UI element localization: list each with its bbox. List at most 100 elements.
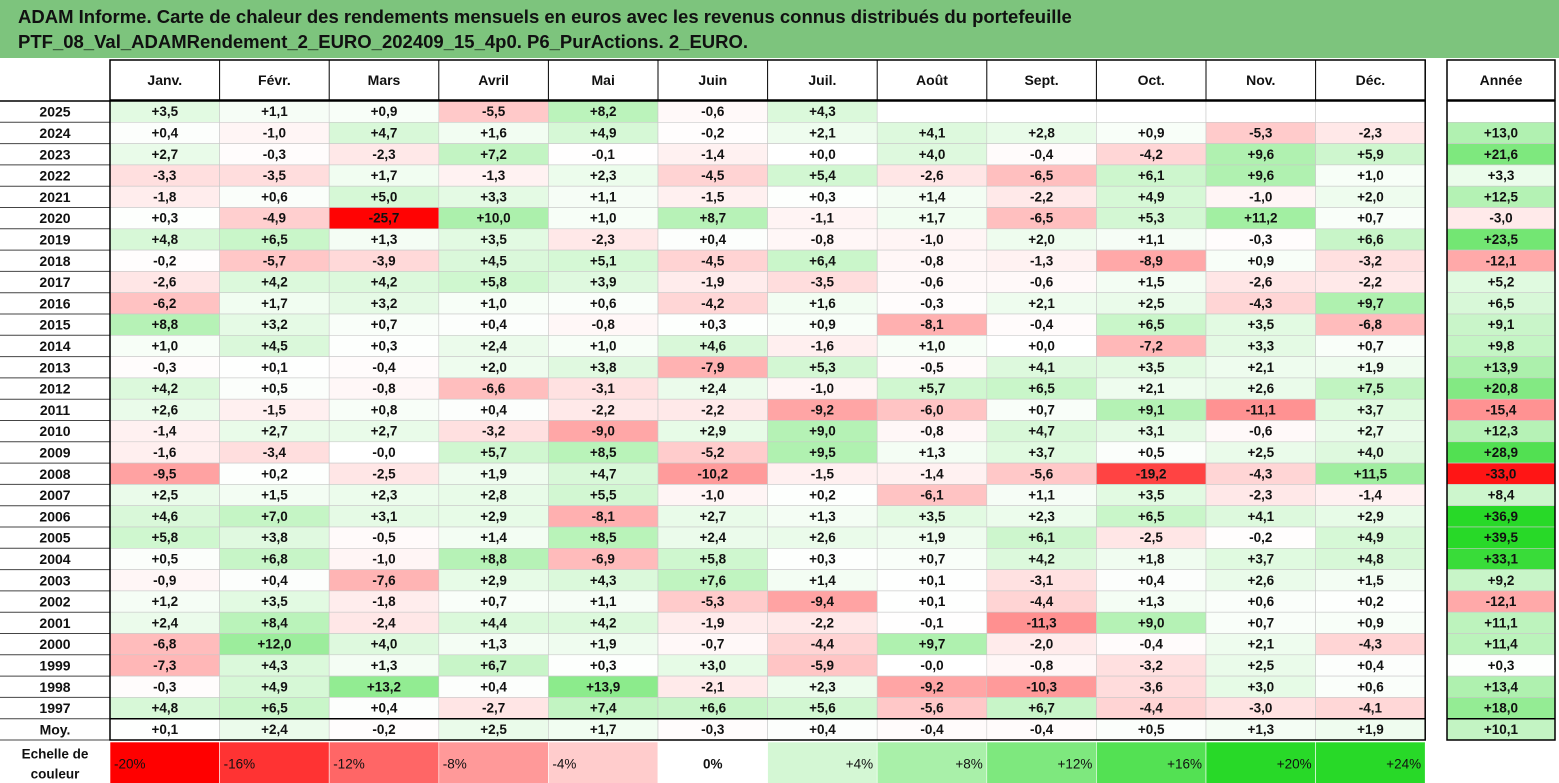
cell-value: -0,6 bbox=[1030, 275, 1054, 290]
cell-value: -3,1 bbox=[592, 381, 616, 396]
cell-value: +6,1 bbox=[1028, 530, 1055, 545]
cell-value: +1,9 bbox=[919, 530, 946, 545]
cell-value: +2,1 bbox=[809, 125, 836, 140]
cell-value: +4,7 bbox=[1028, 424, 1055, 439]
year-label-2005: 2005 bbox=[39, 530, 70, 546]
cell-value: +1,9 bbox=[1357, 360, 1384, 375]
annual-value: +9,2 bbox=[1488, 573, 1515, 588]
cell-value: +0,3 bbox=[590, 658, 617, 673]
cell-value: +3,0 bbox=[699, 658, 726, 673]
annual-value: +33,1 bbox=[1484, 551, 1519, 566]
annual-value: +18,0 bbox=[1484, 701, 1518, 716]
year-label-2000: 2000 bbox=[39, 636, 70, 652]
cell-value: +4,2 bbox=[371, 275, 398, 290]
cell-value: +2,1 bbox=[1028, 296, 1055, 311]
cell-value: +2,3 bbox=[809, 679, 836, 694]
cell-value: -1,3 bbox=[1030, 253, 1054, 268]
cell-value: -6,8 bbox=[1359, 317, 1383, 332]
cell-value: +1,8 bbox=[1138, 551, 1165, 566]
cell-value: +1,1 bbox=[261, 104, 288, 119]
annual-value: -12,1 bbox=[1486, 253, 1517, 268]
heat-cell bbox=[986, 100, 1097, 123]
annual-value: +3,3 bbox=[1488, 168, 1515, 183]
cell-value: +4,0 bbox=[1357, 445, 1384, 460]
cell-value: +6,6 bbox=[1357, 232, 1384, 247]
cell-value: +8,5 bbox=[590, 445, 617, 460]
cell-value: +2,7 bbox=[699, 509, 726, 524]
scale-swatch bbox=[548, 741, 659, 783]
cell-value: -10,3 bbox=[1026, 679, 1057, 694]
cell-value: +1,9 bbox=[1357, 722, 1384, 737]
cell-value: +0,4 bbox=[809, 722, 836, 737]
cell-value: +2,1 bbox=[1247, 360, 1274, 375]
cell-value: -8,1 bbox=[920, 317, 944, 332]
cell-value: -2,2 bbox=[1359, 275, 1382, 290]
cell-value: +1,5 bbox=[1138, 275, 1165, 290]
cell-value: -2,3 bbox=[1249, 488, 1273, 503]
cell-value: -3,2 bbox=[1359, 253, 1382, 268]
cell-value: -2,6 bbox=[920, 168, 944, 183]
cell-value: -5,6 bbox=[1030, 466, 1054, 481]
cell-value: +12,0 bbox=[257, 637, 291, 652]
scale-label-line-2: couleur bbox=[31, 767, 81, 782]
cell-value: +1,3 bbox=[480, 637, 507, 652]
cell-value: -9,2 bbox=[920, 679, 943, 694]
month-header-9: Sept. bbox=[1024, 72, 1058, 88]
cell-value: -2,4 bbox=[372, 615, 396, 630]
cell-value: +3,3 bbox=[480, 189, 507, 204]
cell-value: -2,2 bbox=[701, 402, 724, 417]
scale-swatch bbox=[657, 741, 768, 783]
cell-value: +7,5 bbox=[1357, 381, 1384, 396]
cell-value: +1,3 bbox=[371, 232, 398, 247]
cell-value: +0,3 bbox=[809, 551, 836, 566]
cell-value: +5,0 bbox=[371, 189, 398, 204]
cell-value: -3,2 bbox=[482, 424, 505, 439]
scale-label: +24% bbox=[1386, 757, 1421, 772]
cell-value: -4,9 bbox=[263, 211, 286, 226]
cell-value: +10,0 bbox=[477, 211, 511, 226]
month-header-3: Mars bbox=[368, 72, 401, 88]
cell-value: -5,3 bbox=[1249, 125, 1273, 140]
annual-border bbox=[1446, 100, 1556, 741]
cell-value: +0,9 bbox=[1357, 615, 1384, 630]
cell-value: -0,4 bbox=[1030, 722, 1054, 737]
cell-value: -4,4 bbox=[1140, 701, 1164, 716]
cell-value: +2,9 bbox=[699, 424, 726, 439]
cell-value: +2,6 bbox=[151, 402, 178, 417]
annual-value: +39,5 bbox=[1484, 530, 1519, 545]
cell-value: +4,2 bbox=[151, 381, 178, 396]
cell-value: -0,8 bbox=[592, 317, 616, 332]
cell-value: -0,2 bbox=[701, 125, 724, 140]
cell-value: +4,1 bbox=[919, 125, 946, 140]
cell-value: +3,5 bbox=[261, 594, 288, 609]
cell-value: +2,5 bbox=[480, 722, 507, 737]
year-label-2025: 2025 bbox=[39, 104, 70, 120]
cell-value: +3,0 bbox=[1247, 679, 1274, 694]
scale-label: +8% bbox=[955, 757, 982, 772]
cell-value: +0,3 bbox=[809, 189, 836, 204]
annual-value: +13,9 bbox=[1484, 360, 1518, 375]
cell-value: +7,4 bbox=[590, 701, 617, 716]
cell-value: -0,5 bbox=[920, 360, 944, 375]
cell-value: +4,3 bbox=[261, 658, 288, 673]
cell-value: -0,1 bbox=[592, 147, 616, 162]
cell-value: -1,4 bbox=[701, 147, 725, 162]
cell-value: +13,9 bbox=[586, 679, 620, 694]
cell-value: -2,0 bbox=[1030, 637, 1053, 652]
cell-value: +1,4 bbox=[919, 189, 946, 204]
scale-swatch bbox=[219, 741, 330, 783]
cell-value: -3,0 bbox=[1249, 701, 1272, 716]
cell-value: -6,6 bbox=[482, 381, 506, 396]
cell-value: -11,1 bbox=[1246, 402, 1277, 417]
cell-value: -1,0 bbox=[811, 381, 834, 396]
cell-value: +0,5 bbox=[261, 381, 288, 396]
cell-value: +2,9 bbox=[1357, 509, 1384, 524]
cell-value: +5,8 bbox=[480, 275, 507, 290]
cell-value: -0,8 bbox=[920, 424, 944, 439]
annual-value: +0,3 bbox=[1488, 658, 1515, 673]
cell-value: +2,4 bbox=[151, 615, 178, 630]
cell-value: +0,9 bbox=[371, 104, 398, 119]
cell-value: +0,6 bbox=[590, 296, 617, 311]
annual-value: +23,5 bbox=[1484, 232, 1519, 247]
cell-value: +7,0 bbox=[261, 509, 288, 524]
